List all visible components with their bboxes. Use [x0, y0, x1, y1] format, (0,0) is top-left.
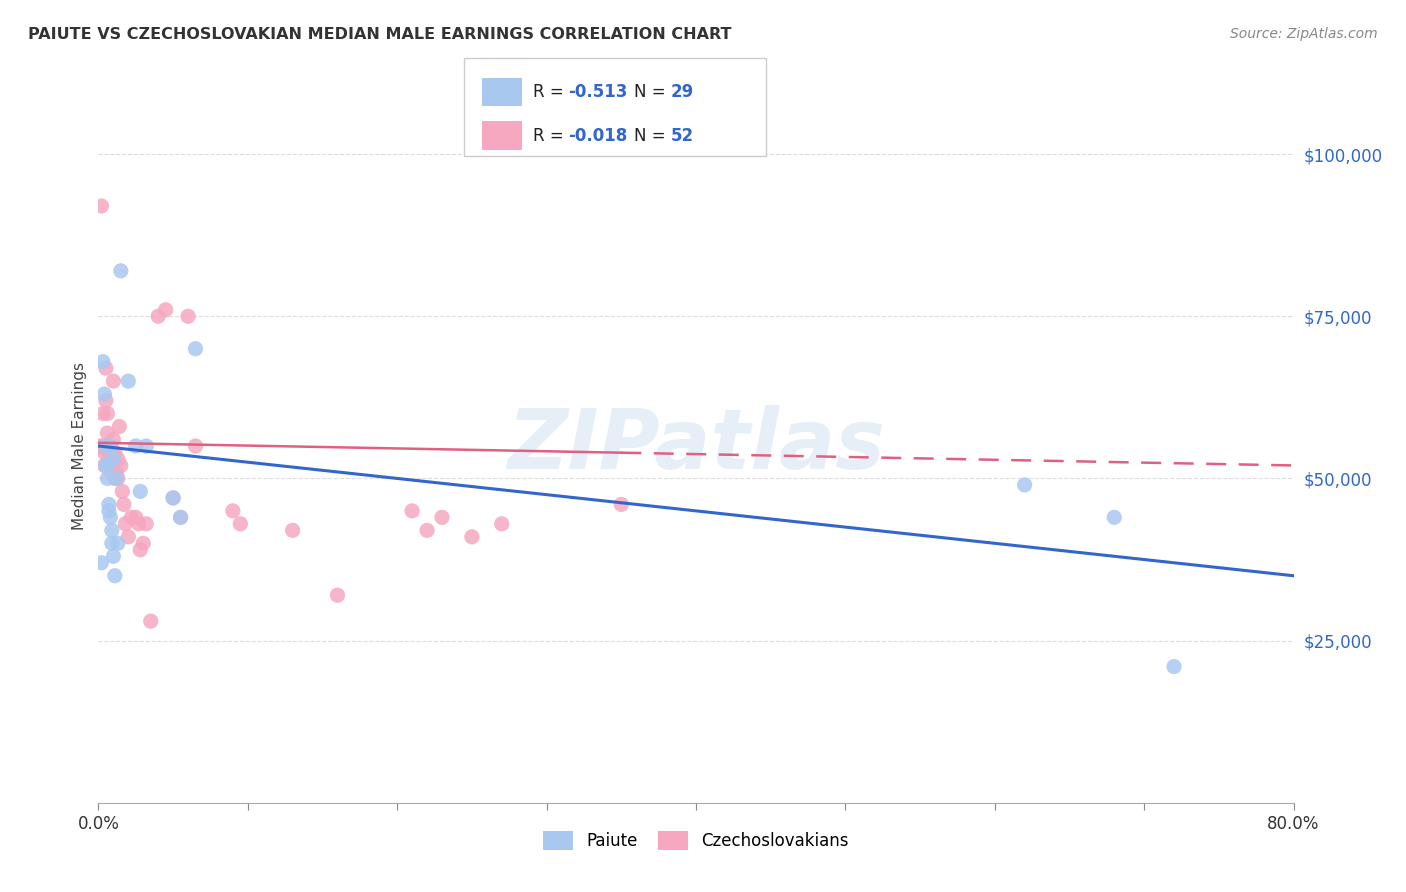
Text: -0.018: -0.018 [568, 127, 627, 145]
Point [98, 465, 122, 479]
Point [120, 510, 142, 524]
Point [103, 549, 125, 564]
Point [107, 452, 129, 467]
Point [125, 510, 148, 524]
Point [1014, 478, 1036, 492]
Y-axis label: Median Male Earnings: Median Male Earnings [72, 362, 87, 530]
Point [114, 516, 136, 531]
Point [401, 504, 423, 518]
Text: PAIUTE VS CZECHOSLOVAKIAN MEDIAN MALE EARNINGS CORRELATION CHART: PAIUTE VS CZECHOSLOVAKIAN MEDIAN MALE EA… [28, 27, 731, 42]
Point [129, 542, 152, 557]
Point [94, 361, 117, 376]
Point [105, 465, 128, 479]
Point [107, 536, 129, 550]
Point [281, 524, 304, 538]
Point [101, 524, 124, 538]
Point [104, 568, 127, 582]
Point [169, 510, 191, 524]
Point [128, 516, 150, 531]
Point [117, 530, 139, 544]
Point [125, 439, 148, 453]
Point [96, 471, 118, 485]
Point [104, 445, 127, 459]
Point [97, 445, 120, 459]
Point [97, 504, 120, 518]
Legend: Paiute, Czechoslovakians: Paiute, Czechoslovakians [534, 822, 858, 859]
Point [91, 354, 114, 368]
Text: N =: N = [634, 83, 669, 101]
Text: N =: N = [634, 127, 669, 145]
Point [110, 264, 132, 278]
Point [162, 491, 184, 505]
Point [94, 439, 117, 453]
Point [162, 491, 184, 505]
Point [94, 458, 117, 473]
Point [91, 439, 114, 453]
Point [104, 471, 127, 485]
Point [129, 484, 152, 499]
Point [97, 497, 120, 511]
Text: ZIPatlas: ZIPatlas [508, 406, 884, 486]
Point [222, 504, 245, 518]
Text: -0.513: -0.513 [568, 83, 627, 101]
Point [96, 425, 118, 440]
Point [430, 510, 453, 524]
Point [103, 452, 125, 467]
Point [112, 497, 135, 511]
Point [101, 458, 124, 473]
Point [101, 536, 124, 550]
Point [96, 407, 118, 421]
Point [135, 516, 157, 531]
Point [111, 484, 134, 499]
Point [155, 302, 177, 317]
Point [103, 374, 125, 388]
Point [610, 497, 633, 511]
Point [177, 310, 200, 324]
Point [97, 439, 120, 453]
Point [132, 536, 155, 550]
Point [98, 510, 122, 524]
Point [107, 471, 129, 485]
Point [93, 458, 115, 473]
Point [184, 342, 207, 356]
Point [461, 530, 484, 544]
Point [105, 471, 128, 485]
Point [93, 387, 115, 401]
Point [1104, 510, 1126, 524]
Point [169, 510, 191, 524]
Text: Source: ZipAtlas.com: Source: ZipAtlas.com [1230, 27, 1378, 41]
Text: R =: R = [533, 83, 567, 101]
Point [110, 458, 132, 473]
Point [91, 407, 114, 421]
Point [148, 310, 170, 324]
Point [93, 445, 115, 459]
Point [89, 439, 111, 453]
Point [98, 439, 122, 453]
Point [184, 439, 207, 453]
Text: 52: 52 [671, 127, 693, 145]
Point [108, 419, 131, 434]
Point [103, 433, 125, 447]
Point [491, 516, 513, 531]
Point [416, 524, 439, 538]
Point [139, 614, 162, 628]
Point [1163, 659, 1185, 673]
Point [98, 458, 122, 473]
Text: 29: 29 [671, 83, 695, 101]
Point [229, 516, 252, 531]
Point [94, 393, 117, 408]
Point [90, 199, 112, 213]
Point [96, 458, 118, 473]
Point [117, 374, 139, 388]
Point [101, 445, 124, 459]
Point [90, 556, 112, 570]
Text: R =: R = [533, 127, 567, 145]
Point [135, 439, 157, 453]
Point [326, 588, 349, 602]
